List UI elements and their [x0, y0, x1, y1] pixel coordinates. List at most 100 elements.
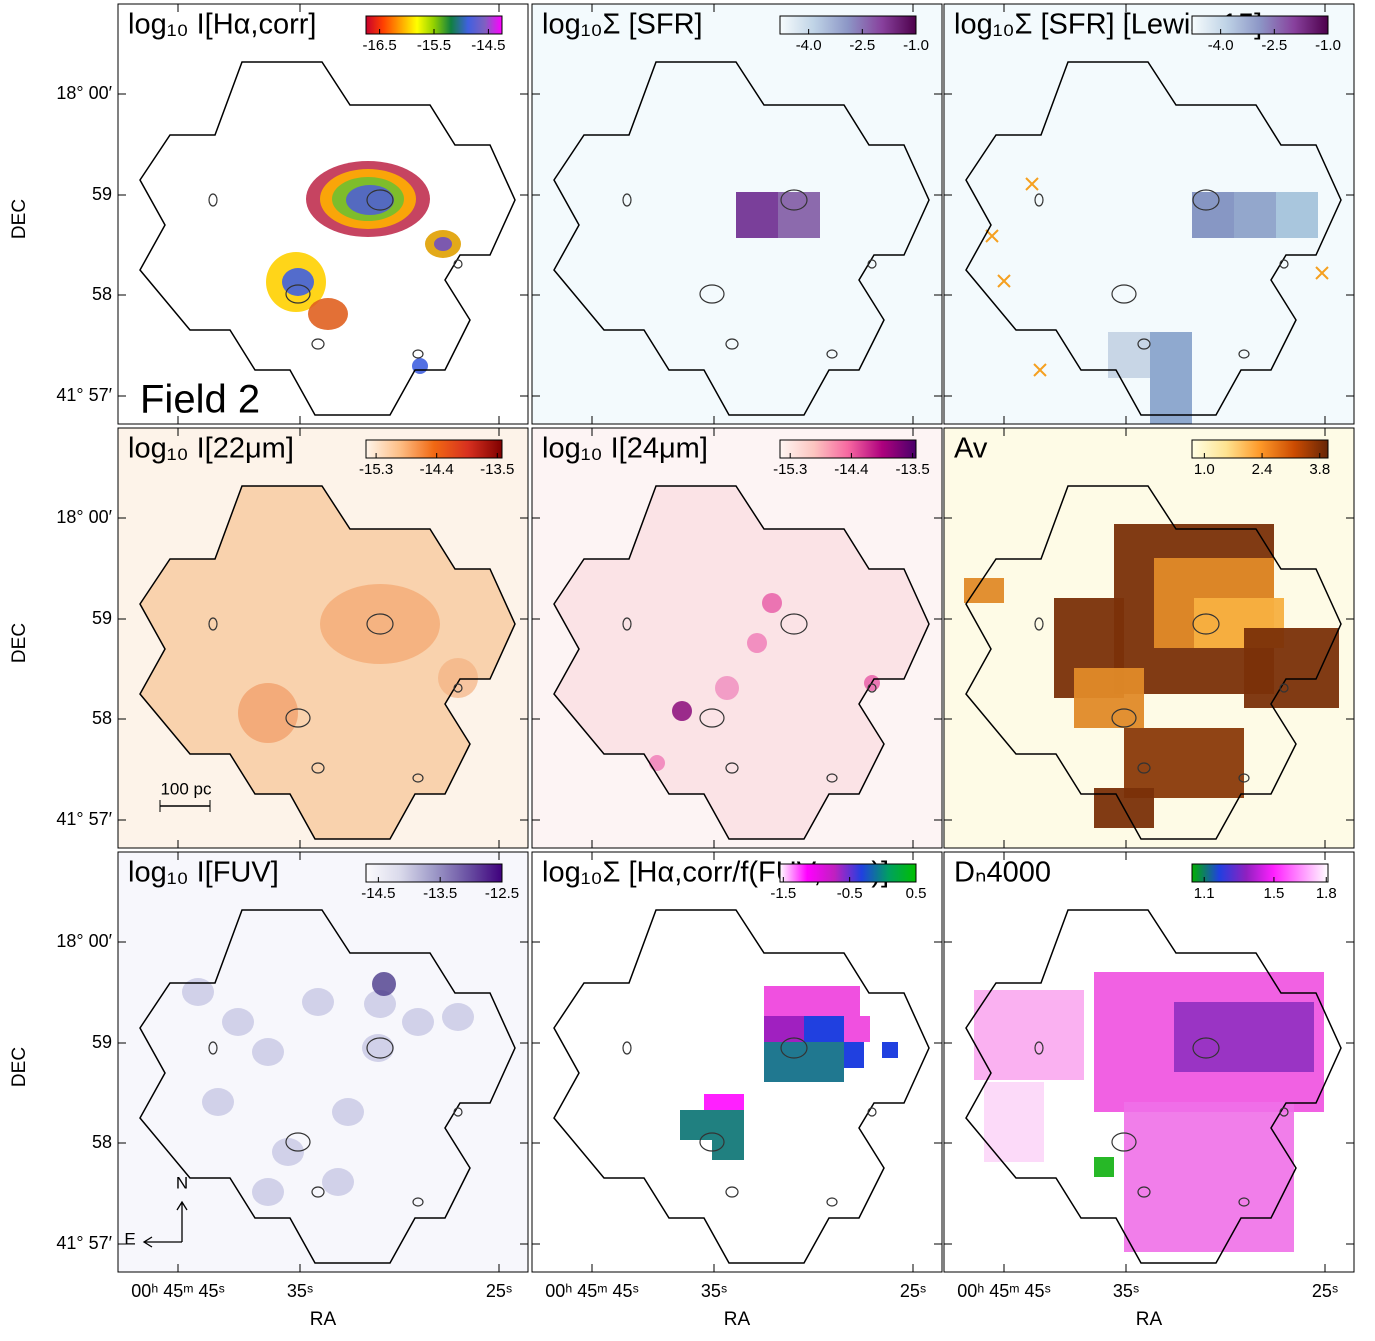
- marker-x: [985, 229, 999, 243]
- contour: [1279, 1107, 1289, 1117]
- map-pixel: [844, 1016, 870, 1042]
- footprint: [965, 909, 1342, 1264]
- footprint: [139, 909, 516, 1264]
- map-pixel: [1074, 668, 1144, 728]
- panel: log₁₀Σ [Hα,corr/f(FUV,corr)]-1.5 -0.5 0.5: [531, 851, 943, 1273]
- map-region: [402, 1008, 434, 1036]
- contour: [366, 189, 394, 211]
- marker-x: [1025, 177, 1039, 191]
- contour: [412, 349, 424, 359]
- field-label: Field 2: [140, 378, 260, 422]
- x-tick-label: 25ˢ: [486, 1281, 512, 1301]
- map-pixel: [1234, 192, 1276, 238]
- x-axis-label: RA: [724, 1309, 751, 1330]
- map-region: [252, 1038, 284, 1066]
- contour: [366, 613, 394, 635]
- panel: log₁₀ I[FUV] -14.5 -13.5 -12.5: [117, 851, 529, 1273]
- panel-title: log₁₀Σ [SFR]: [542, 9, 703, 41]
- contour: [699, 1132, 725, 1152]
- colorbar: [779, 15, 917, 35]
- map-region: [302, 988, 334, 1016]
- contour: [867, 259, 877, 269]
- map-pixel: [882, 1042, 898, 1058]
- y-tick-label: 18° 00′: [56, 931, 112, 951]
- x-tick-label: 00ʰ 45ᵐ 45ˢ: [131, 1281, 224, 1301]
- contour: [311, 1186, 325, 1198]
- y-axis-label: DEC: [9, 623, 30, 663]
- map-region: [434, 237, 452, 251]
- contour: [780, 1037, 808, 1059]
- colorbar-tick-label: -14.5: [471, 37, 505, 54]
- colorbar-tick-label: -0.5: [837, 885, 863, 902]
- panel: log₁₀ I[24μm] -15.3 -14.4 -13.5: [531, 427, 943, 849]
- contour: [412, 1197, 424, 1207]
- colorbar-tick-label: 0.5: [906, 885, 927, 902]
- map-region: [649, 755, 665, 771]
- footprint: [553, 61, 930, 416]
- x-tick-label: 35ˢ: [1113, 1281, 1139, 1301]
- panel-title: log₁₀ I[FUV]: [128, 857, 279, 889]
- map-region: [308, 298, 348, 330]
- contour: [1137, 338, 1151, 350]
- panel-frame: [943, 427, 1355, 849]
- map-region: [364, 990, 396, 1018]
- panel-frame: [943, 3, 1355, 425]
- map-region: [222, 1008, 254, 1036]
- colorbar: [365, 863, 503, 883]
- panel-title: log₁₀ I[24μm]: [542, 433, 708, 465]
- map-pixel: [778, 192, 820, 238]
- contour: [1111, 284, 1137, 304]
- contour: [622, 1041, 632, 1055]
- colorbar-tick-label: -14.5: [361, 885, 395, 902]
- y-axis-label: DEC: [9, 1047, 30, 1087]
- contour: [1137, 762, 1151, 774]
- colorbar-tick-label: -4.0: [1208, 37, 1234, 54]
- map-region: [554, 486, 929, 839]
- y-tick-label: 59: [92, 1032, 112, 1052]
- y-tick-label: 18° 00′: [56, 507, 112, 527]
- colorbar-tick-label: -13.5: [423, 885, 457, 902]
- colorbar: [1191, 863, 1329, 883]
- panel: log₁₀ I[Hα,corr] -16.5 -15.5 -14.5: [117, 3, 529, 425]
- x-tick-label: 35ˢ: [701, 1281, 727, 1301]
- x-tick-label: 25ˢ: [1312, 1281, 1338, 1301]
- contour: [208, 193, 218, 207]
- map-pixel: [844, 1042, 864, 1068]
- colorbar-tick-label: -2.5: [849, 37, 875, 54]
- contour: [1137, 1186, 1151, 1198]
- panel-title: Av: [954, 433, 988, 465]
- contour: [725, 338, 739, 350]
- map-region: [747, 633, 767, 653]
- map-pixel: [680, 1110, 744, 1140]
- contour: [826, 773, 838, 783]
- colorbar-tick-label: 2.4: [1252, 461, 1273, 478]
- x-tick-label: 35ˢ: [287, 1281, 313, 1301]
- map-pixel: [1174, 1002, 1314, 1072]
- colorbar-tick-label: -1.5: [770, 885, 796, 902]
- contour: [1034, 617, 1044, 631]
- contour: [453, 683, 463, 693]
- panel-frame: [117, 427, 529, 849]
- contour: [208, 617, 218, 631]
- contour: [1111, 708, 1137, 728]
- contour: [1192, 613, 1220, 635]
- y-tick-label: 58: [92, 708, 112, 728]
- contour: [867, 683, 877, 693]
- panel-frame: [117, 851, 529, 1273]
- colorbar-tick-label: -15.3: [773, 461, 807, 478]
- colorbar-tick-label: -14.4: [420, 461, 454, 478]
- map-region: [140, 486, 515, 839]
- colorbar-tick-label: -15.3: [359, 461, 393, 478]
- map-region: [322, 1168, 354, 1196]
- contour: [285, 284, 311, 304]
- map-region: [346, 185, 394, 215]
- panel-title: log₁₀ I[Hα,corr]: [128, 9, 316, 41]
- panel-title: Dₙ4000: [954, 857, 1051, 889]
- x-axis-label: RA: [1136, 1309, 1163, 1330]
- map-pixel: [1094, 1157, 1114, 1177]
- footprint: [553, 909, 930, 1264]
- contour: [285, 708, 311, 728]
- colorbar-tick-label: 1.8: [1316, 885, 1337, 902]
- contour: [285, 1132, 311, 1152]
- map-pixel: [1124, 1102, 1294, 1252]
